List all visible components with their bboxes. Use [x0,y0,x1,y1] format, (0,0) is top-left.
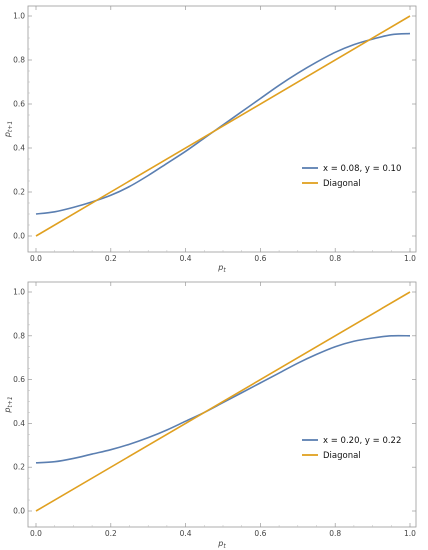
y-tick-label: 1.0 [13,288,25,297]
plot-frame [27,281,417,528]
x-tick-label: 0.0 [30,529,42,538]
y-axis-label: pt+1 [3,121,14,138]
y-tick-label: 0.8 [13,331,25,340]
y-axis-label: pt+1 [3,396,14,413]
legend-label: x = 0.08, y = 0.10 [323,164,401,174]
x-tick-label: 0.2 [105,254,117,263]
x-tick-label: 1.0 [404,529,416,538]
series-line-2 [35,15,411,237]
y-tick-label: 0.2 [13,463,25,472]
chart-1: 0.0 0.2 0.4 0.6 0.8 1.0 0.0 0.2 0.4 0.6 0.8 1.0 pt pt… [3,5,417,274]
y-tick-label: 0.4 [13,419,25,428]
legend-label: Diagonal [323,451,361,461]
series-line-1 [35,334,411,464]
chart-2: 0.0 0.2 0.4 0.6 0.8 1.0 0.0 0.2 0.4 0.6 0.8 1.0 pt pt… [3,281,417,550]
x-axis-label: pt [217,263,226,274]
x-tick-label: 0.8 [329,529,341,538]
x-tick-label: 0.2 [105,529,117,538]
legend-label: Diagonal [323,179,361,189]
y-tick-label: 0.0 [13,507,25,516]
y-tick-label: 0.8 [13,56,25,65]
y-tick-label: 1.0 [13,12,25,21]
x-tick-label: 0.4 [180,254,192,263]
series-line-2 [35,291,411,512]
x-tick-label: 0.6 [254,254,266,263]
x-tick-label: 0.8 [329,254,341,263]
y-tick-label: 0.6 [13,375,25,384]
y-tick-label: 0.0 [13,232,25,241]
legend-label: x = 0.20, y = 0.22 [323,436,401,446]
x-tick-label: 1.0 [404,254,416,263]
plot-frame [27,5,417,253]
y-tick-label: 0.2 [13,188,25,197]
x-axis-label: pt [217,539,226,550]
y-tick-label: 0.4 [13,144,25,153]
x-tick-label: 0.4 [180,529,192,538]
x-tick-label: 0.0 [30,254,42,263]
x-tick-label: 0.6 [254,529,266,538]
y-tick-label: 0.6 [13,100,25,109]
